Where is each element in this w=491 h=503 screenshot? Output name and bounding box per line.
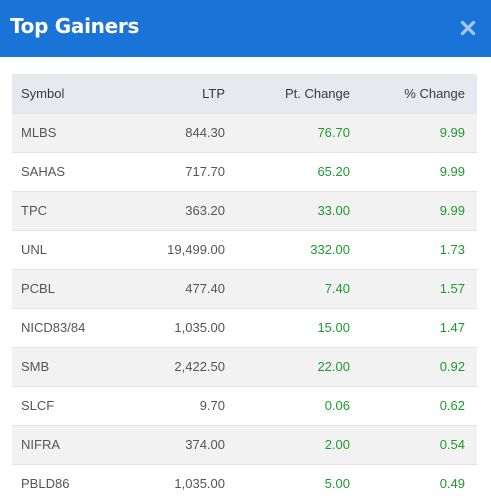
symbol-cell[interactable]: UNL	[12, 229, 123, 269]
column-header-symbol[interactable]: Symbol	[12, 74, 123, 113]
table-row[interactable]: NICD83/84 1,035.00 15.00 1.47	[12, 307, 477, 347]
column-header-ltp[interactable]: LTP	[123, 74, 225, 113]
pt-change-cell: 76.70	[225, 112, 350, 152]
ltp-cell: 363.20	[123, 190, 225, 230]
modal-header: Top Gainers	[0, 0, 491, 57]
pct-change-cell: 9.99	[350, 190, 477, 230]
pt-change-cell: 7.40	[225, 268, 350, 308]
pt-change-cell: 2.00	[225, 424, 350, 464]
pt-change-cell: 65.20	[225, 151, 350, 191]
pct-change-cell: 0.62	[350, 385, 477, 425]
pt-change-cell: 332.00	[225, 229, 350, 269]
symbol-cell[interactable]: SMB	[12, 346, 123, 386]
pt-change-cell: 22.00	[225, 346, 350, 386]
close-button[interactable]	[457, 15, 479, 41]
table-row[interactable]: SAHAS 717.70 65.20 9.99	[12, 151, 477, 191]
modal-title: Top Gainers	[10, 14, 140, 38]
pct-change-cell: 9.99	[350, 151, 477, 191]
table-row[interactable]: SLCF 9.70 0.06 0.62	[12, 385, 477, 425]
table-row[interactable]: NIFRA 374.00 2.00 0.54	[12, 424, 477, 464]
ltp-cell: 19,499.00	[123, 229, 225, 269]
ltp-cell: 477.40	[123, 268, 225, 308]
symbol-cell[interactable]: NIFRA	[12, 424, 123, 464]
pct-change-cell: 1.57	[350, 268, 477, 308]
pt-change-cell: 15.00	[225, 307, 350, 347]
ltp-cell: 717.70	[123, 151, 225, 191]
pct-change-cell: 9.99	[350, 112, 477, 152]
pct-change-cell: 0.92	[350, 346, 477, 386]
symbol-cell[interactable]: MLBS	[12, 112, 123, 152]
symbol-cell[interactable]: SLCF	[12, 385, 123, 425]
pct-change-cell: 1.47	[350, 307, 477, 347]
table-row[interactable]: UNL 19,499.00 332.00 1.73	[12, 229, 477, 269]
ltp-cell: 1,035.00	[123, 307, 225, 347]
close-icon	[460, 20, 476, 36]
column-header-pct-change[interactable]: % Change	[350, 74, 477, 113]
ltp-cell: 1,035.00	[123, 463, 225, 503]
ltp-cell: 374.00	[123, 424, 225, 464]
pt-change-cell: 0.06	[225, 385, 350, 425]
column-header-pt-change[interactable]: Pt. Change	[225, 74, 350, 113]
table-row[interactable]: TPC 363.20 33.00 9.99	[12, 190, 477, 230]
pct-change-cell: 0.49	[350, 463, 477, 503]
ltp-cell: 844.30	[123, 112, 225, 152]
symbol-cell[interactable]: SAHAS	[12, 151, 123, 191]
ltp-cell: 9.70	[123, 385, 225, 425]
ltp-cell: 2,422.50	[123, 346, 225, 386]
table-row[interactable]: SMB 2,422.50 22.00 0.92	[12, 346, 477, 386]
top-gainers-table: Symbol LTP Pt. Change % Change MLBS 844.3…	[12, 74, 477, 503]
pct-change-cell: 0.54	[350, 424, 477, 464]
pt-change-cell: 33.00	[225, 190, 350, 230]
symbol-cell[interactable]: PCBL	[12, 268, 123, 308]
table-row[interactable]: PCBL 477.40 7.40 1.57	[12, 268, 477, 308]
table-row[interactable]: MLBS 844.30 76.70 9.99	[12, 112, 477, 152]
symbol-cell[interactable]: TPC	[12, 190, 123, 230]
table-header-row: Symbol LTP Pt. Change % Change	[12, 74, 477, 113]
table-row[interactable]: PBLD86 1,035.00 5.00 0.49	[12, 463, 477, 503]
pt-change-cell: 5.00	[225, 463, 350, 503]
pct-change-cell: 1.73	[350, 229, 477, 269]
table-body: MLBS 844.30 76.70 9.99 SAHAS 717.70 65.20 9.99 T…	[12, 112, 477, 503]
symbol-cell[interactable]: NICD83/84	[12, 307, 123, 347]
symbol-cell[interactable]: PBLD86	[12, 463, 123, 503]
